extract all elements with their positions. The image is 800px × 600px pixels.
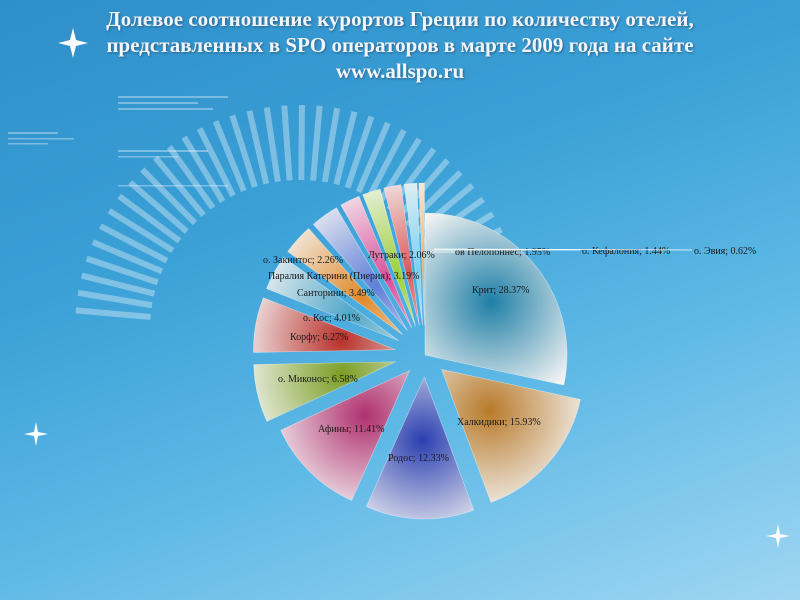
pie-slice — [403, 182, 423, 326]
slice-label: Паралия Катерини (Пиерия); 3.19% — [268, 271, 419, 282]
slice-label: Корфу; 6.27% — [290, 332, 348, 343]
slice-label: о. Эвия; 0.62% — [694, 246, 756, 257]
pie-slice — [312, 207, 408, 331]
title-line-1: Долевое соотношение курортов Греции по к… — [106, 7, 694, 31]
slide-title: Долевое соотношение курортов Греции по к… — [60, 6, 740, 84]
sparkle-icon — [24, 28, 790, 548]
slice-label: о. Миконос; 6.58% — [278, 374, 358, 385]
pie-slice — [253, 297, 396, 353]
slice-label: Лутраки; 2.06% — [368, 250, 435, 261]
pie-slice — [340, 195, 413, 329]
slice-label: Афины; 11.41% — [318, 424, 384, 435]
pie-slice — [383, 184, 420, 326]
slice-label: о. Закинтос; 2.26% — [263, 255, 343, 266]
slice-label: о. Кос; 4.01% — [303, 313, 360, 324]
pie-slice — [362, 188, 416, 327]
leader-line — [433, 248, 693, 251]
title-line-2: представленных в SPO операторов в марте … — [106, 33, 694, 57]
pie-slice — [424, 212, 568, 386]
title-line-3: www.allspo.ru — [335, 59, 465, 83]
pie-slice — [418, 182, 425, 326]
pie-slice — [253, 361, 396, 422]
pie-slice — [280, 370, 411, 501]
slice-label: Родос; 12.33% — [388, 453, 449, 464]
pie-slice — [266, 256, 399, 341]
slice-label: Халкидики; 15.93% — [457, 417, 541, 428]
slice-label: Крит; 28.37% — [472, 285, 530, 296]
pie-slice — [366, 376, 475, 520]
pie-slice — [441, 369, 581, 503]
slice-label: Санторини; 3.49% — [297, 288, 375, 299]
slice-label: ов Пелопоннес; 1.95% — [455, 247, 550, 258]
slice-label: о. Кефалония; 1.44% — [582, 246, 670, 257]
pie-slice — [287, 228, 404, 336]
